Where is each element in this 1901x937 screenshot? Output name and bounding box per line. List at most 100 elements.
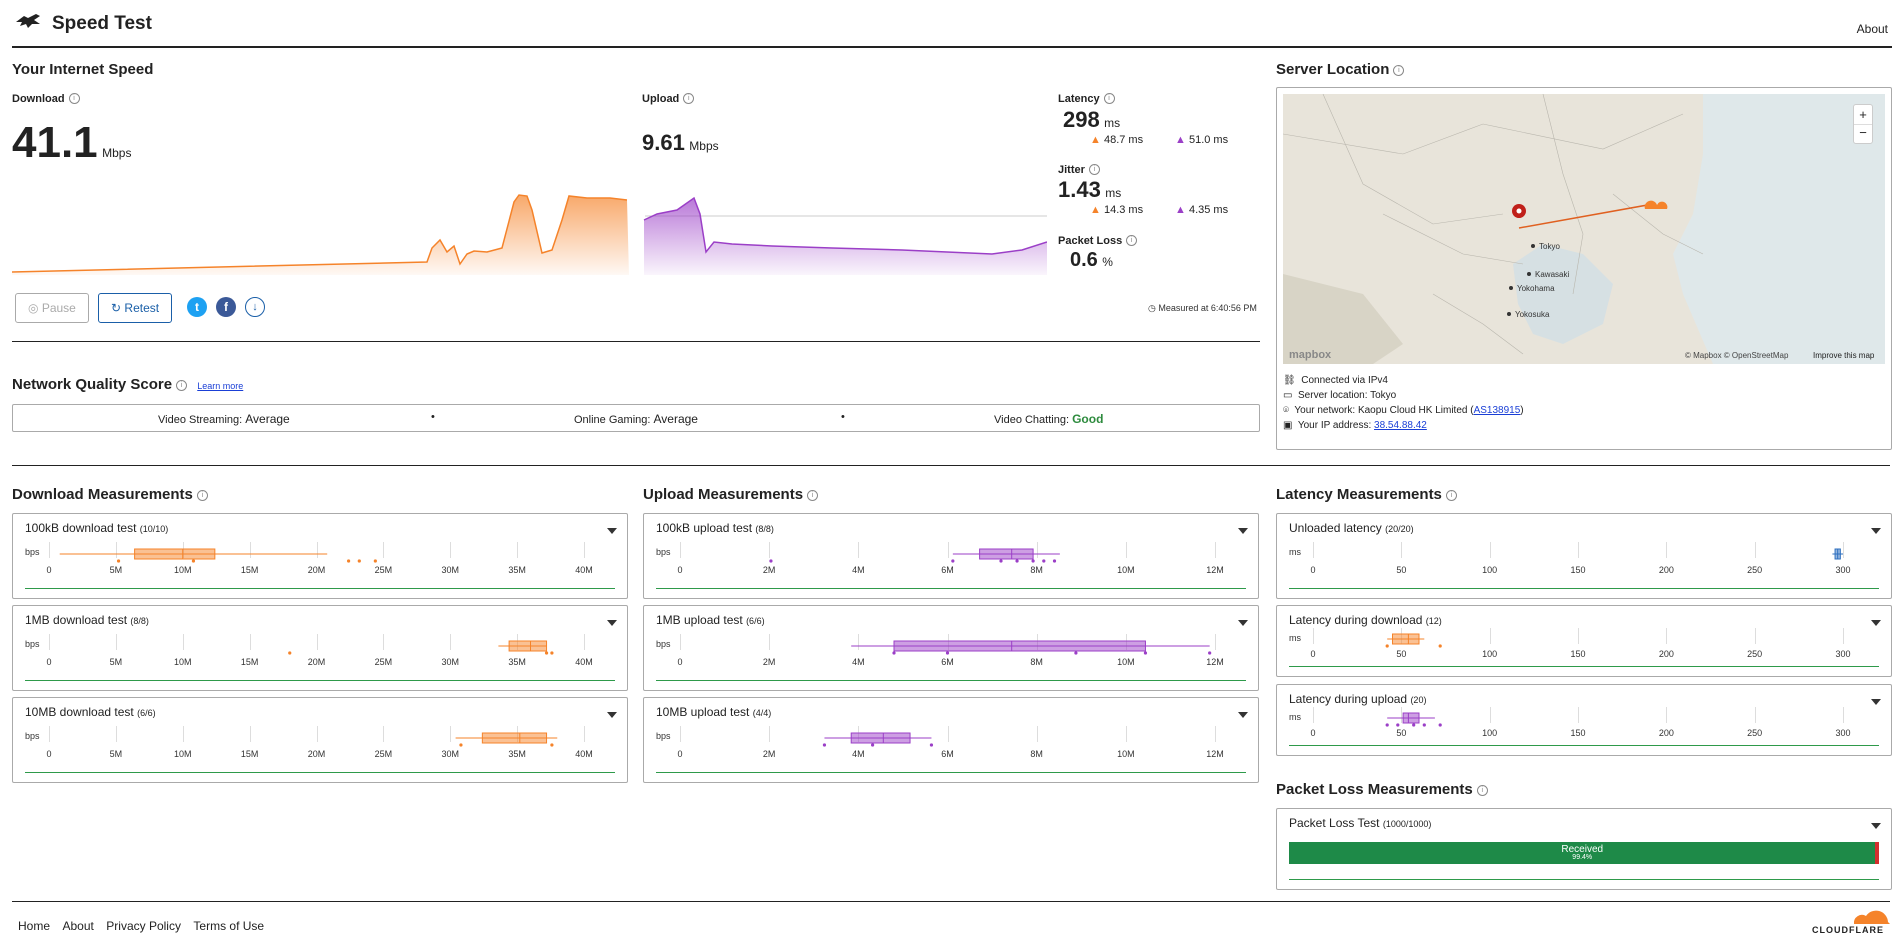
server-location-row: ▭ Server location: Tokyo — [1283, 390, 1397, 401]
info-icon[interactable]: i — [1126, 235, 1138, 246]
grid-line — [49, 542, 50, 558]
about-link[interactable]: About — [1856, 22, 1888, 36]
info-icon[interactable]: i — [196, 490, 208, 501]
chevron-down-icon[interactable] — [607, 620, 617, 626]
status-line — [1289, 745, 1879, 746]
info-icon[interactable]: i — [1393, 65, 1405, 76]
grid-line — [115, 726, 117, 742]
grid-line — [584, 542, 585, 558]
connected-via: ⛓ Connected via IPv4 — [1283, 375, 1388, 386]
download-card: 1MB download test (8/8) bps 0 5M 10M 15M 20M… — [12, 605, 628, 691]
chevron-down-icon[interactable] — [607, 528, 617, 534]
axis-tick-label: 10M — [1117, 749, 1135, 759]
axis-tick-label: 10M — [1117, 565, 1135, 575]
axis-tick-label: 0 — [677, 565, 683, 575]
status-line — [656, 588, 1246, 589]
clock-icon: ◷ — [1148, 303, 1156, 313]
axis-tick-label: 10M — [173, 749, 192, 759]
info-icon[interactable]: i — [1445, 490, 1457, 501]
server-info-list: ⛓ Connected via IPv4 ▭ Server location: … — [1283, 373, 1524, 433]
grid-line — [517, 542, 519, 558]
chevron-down-icon[interactable] — [1871, 620, 1881, 626]
learn-more-link[interactable]: Learn more — [197, 381, 244, 391]
axis-tick-label: 4M — [852, 749, 865, 759]
grid-line — [249, 726, 251, 742]
grid-line — [1578, 707, 1579, 723]
grid-line — [769, 726, 771, 742]
speedtest-logo-icon — [16, 14, 40, 28]
footer-terms-link[interactable]: Terms of Use — [193, 919, 265, 933]
packet-loss-value: 0.6 — [1070, 249, 1098, 271]
pause-button[interactable]: ◎ Pause — [15, 293, 89, 323]
info-icon[interactable]: i — [1088, 164, 1100, 175]
jitter-value-group: 1.43 ms — [1058, 177, 1122, 202]
as-link[interactable]: AS138915 — [1473, 405, 1521, 416]
grid-line — [947, 542, 949, 558]
info-icon[interactable]: i — [1476, 785, 1488, 796]
axis-tick-label: 100 — [1482, 565, 1498, 575]
chevron-down-icon[interactable] — [1238, 620, 1248, 626]
zoom-in-button[interactable]: + — [1854, 105, 1872, 125]
upload-arrow-icon: ▲ — [1175, 134, 1186, 146]
grid-line — [450, 542, 452, 558]
download-results-icon[interactable]: ↓ — [245, 297, 265, 317]
chevron-down-icon[interactable] — [1238, 712, 1248, 718]
facebook-share-icon[interactable]: f — [216, 297, 236, 317]
jitter-upload: ▲ 4.35 ms — [1175, 204, 1229, 216]
axis-unit: ms — [1289, 633, 1301, 643]
mapbox-logo: mapbox — [1289, 349, 1332, 361]
axis-tick-label: 2M — [762, 565, 776, 575]
jitter-download: ▲ 14.3 ms — [1090, 204, 1144, 216]
axis-tick-label: 30M — [441, 565, 459, 575]
axis-tick-label: 50 — [1396, 565, 1407, 575]
app-title: Speed Test — [52, 13, 152, 34]
axis-tick-label: 100 — [1482, 649, 1498, 659]
latency-download: ▲ 48.7 ms — [1090, 134, 1144, 146]
axis-tick-label: 100 — [1482, 728, 1498, 738]
upload-card: 1MB upload test (6/6) bps 0 2M 4M 6M 8M 10M 12… — [643, 605, 1259, 691]
axis-tick-label: 12M — [1206, 565, 1224, 575]
map-label-kawasaki: Kawasaki — [1535, 270, 1569, 279]
chevron-down-icon[interactable] — [1871, 528, 1881, 534]
grid-line — [1215, 634, 1216, 650]
info-icon[interactable]: i — [1103, 93, 1115, 104]
bullet: • — [431, 411, 435, 423]
divider — [12, 465, 1890, 466]
map-label-tokyo: Tokyo — [1539, 242, 1560, 251]
info-icon[interactable]: i — [683, 93, 695, 104]
chevron-down-icon[interactable] — [1871, 823, 1881, 829]
info-icon[interactable]: i — [68, 93, 80, 104]
ip-link[interactable]: 38.54.88.42 — [1374, 420, 1427, 431]
axis-tick-label: 25M — [374, 657, 393, 667]
nqs-video-streaming: Video Streaming: Average — [158, 412, 290, 426]
grid-line — [1401, 707, 1403, 723]
chevron-down-icon[interactable] — [1238, 528, 1248, 534]
network-icon: ⛓ — [1283, 375, 1296, 386]
twitter-share-icon[interactable]: t — [187, 297, 207, 317]
footer-about-link[interactable]: About — [62, 919, 94, 933]
retest-button[interactable]: ↻ Retest — [98, 293, 173, 323]
download-label: Download i — [12, 93, 80, 105]
grid-line — [858, 542, 860, 558]
footer-privacy-link[interactable]: Privacy Policy — [106, 919, 181, 933]
grid-line — [680, 726, 681, 742]
status-line — [656, 680, 1246, 681]
axis-tick-label: 35M — [508, 657, 526, 667]
upload-arrow-icon: ▲ — [1175, 204, 1186, 216]
grid-line — [1578, 542, 1579, 558]
chevron-down-icon[interactable] — [607, 712, 617, 718]
axis-tick-label: 0 — [1310, 728, 1316, 738]
zoom-out-button[interactable]: − — [1859, 125, 1867, 140]
chevron-down-icon[interactable] — [1871, 699, 1881, 705]
id-card-icon: ▣ — [1283, 420, 1293, 431]
info-icon[interactable]: i — [807, 490, 819, 501]
upload-unit: Mbps — [689, 139, 719, 153]
server-map[interactable]: Tokyo Kawasaki Yokohama Yokosuka mapbox … — [1283, 94, 1885, 364]
your-network-row: ⌾ Your network: Kaopu Cloud HK Limited (… — [1283, 405, 1524, 416]
info-icon[interactable]: i — [176, 380, 188, 391]
footer-home-link[interactable]: Home — [18, 919, 51, 933]
latency-upload: ▲ 51.0 ms — [1175, 134, 1229, 146]
grid-line — [1489, 707, 1491, 723]
latency-value: 298 — [1063, 107, 1100, 132]
refresh-icon: ↻ — [111, 301, 122, 315]
